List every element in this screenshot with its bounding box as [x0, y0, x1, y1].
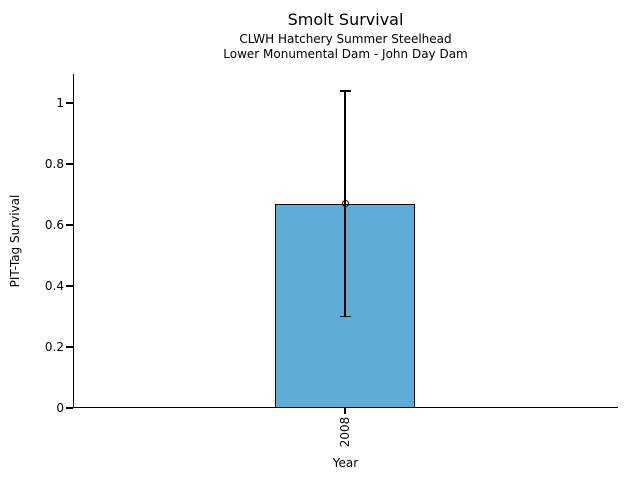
y-tick-mark: [66, 285, 73, 287]
point-marker-open-circle-icon: [341, 200, 349, 208]
y-tick-label: 0.6: [44, 218, 64, 232]
x-tick-label: 2008: [338, 416, 352, 448]
chart-subtitle-line-2: Lower Monumental Dam - John Day Dam: [223, 47, 468, 61]
y-tick-label: 1: [56, 96, 64, 110]
y-tick-mark: [66, 102, 73, 104]
y-tick-mark: [66, 163, 73, 165]
y-tick-label: 0.4: [44, 279, 64, 293]
x-axis-label: Year: [332, 456, 359, 470]
y-tick-mark: [66, 346, 73, 348]
y-axis-label: PIT-Tag Survival: [8, 194, 22, 288]
y-tick-mark: [66, 224, 73, 226]
error-bar-bottom-cap: [339, 315, 351, 318]
y-tick-label: 0.2: [44, 340, 64, 354]
y-tick-mark: [66, 407, 73, 409]
chart-subtitle-line-1: CLWH Hatchery Summer Steelhead: [239, 32, 452, 46]
x-tick-mark: [344, 408, 346, 414]
y-tick-label: 0.8: [44, 157, 64, 171]
chart-title: Smolt Survival: [287, 10, 404, 29]
error-bar-top-cap: [339, 90, 351, 92]
title-block: Smolt Survival CLWH Hatchery Summer Stee…: [73, 10, 618, 62]
y-tick-label: 0: [56, 401, 64, 415]
